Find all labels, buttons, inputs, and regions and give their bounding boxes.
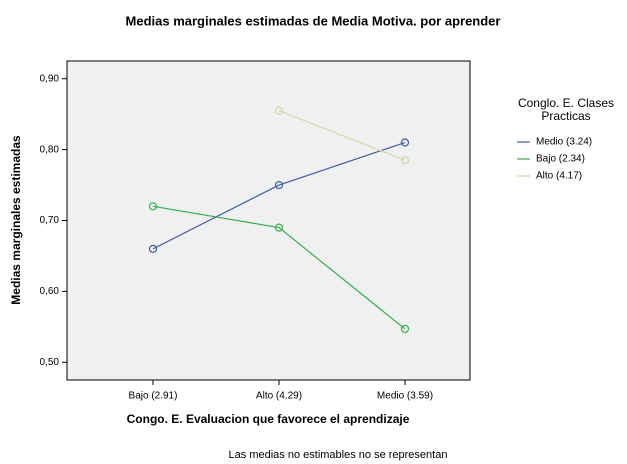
plot-area: [66, 60, 471, 381]
x-tick-label: Medio (3.59): [377, 391, 433, 402]
data-point: [148, 244, 158, 253]
y-tick-label: 0,90: [40, 73, 60, 84]
x-axis-label: Congo. E. Evaluacion que favorece el apr…: [127, 412, 410, 426]
footnote: Las medias no estimables no se represent…: [229, 449, 448, 461]
data-point: [400, 156, 410, 165]
y-axis-label: Medias marginales estimadas: [9, 135, 23, 305]
legend-title: Conglo. E. Clases Practicas: [517, 96, 615, 123]
data-point: [148, 202, 158, 211]
data-point: [400, 138, 410, 147]
data-point: [274, 180, 284, 190]
data-point: [274, 223, 284, 232]
legend-label: Bajo (2.34): [536, 154, 585, 165]
chart-title: Medias marginales estimadas de Media Mot…: [126, 13, 501, 28]
y-tick-label: 0,70: [40, 215, 60, 226]
y-tick-label: 0,60: [40, 286, 60, 297]
series-line: [152, 205, 406, 330]
series-line: [152, 141, 406, 250]
x-tick-label: Bajo (2.91): [129, 391, 178, 402]
data-point: [274, 106, 284, 115]
legend-label: Medio (3.24): [536, 137, 592, 148]
y-tick-label: 0,80: [40, 144, 60, 155]
series-line: [278, 110, 406, 161]
legend-label: Alto (4.17): [536, 171, 582, 182]
data-point: [400, 324, 410, 334]
x-tick-label: Alto (4.29): [256, 391, 302, 402]
y-tick-label: 0,50: [40, 357, 60, 368]
